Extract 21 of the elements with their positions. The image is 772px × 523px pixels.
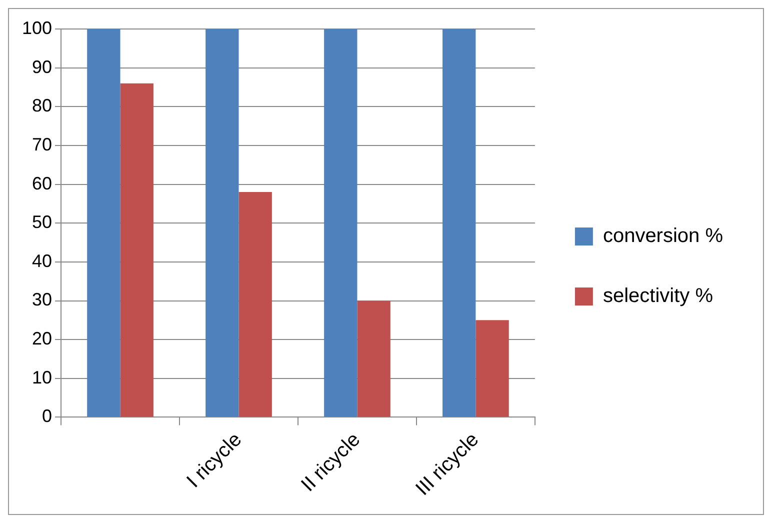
y-tick-label: 60 (32, 173, 52, 194)
bar (357, 300, 390, 417)
y-tick-label: 100 (22, 18, 52, 38)
y-tick-label: 90 (32, 56, 52, 77)
bar (87, 29, 120, 417)
y-tick-label: 70 (32, 134, 52, 154)
bar (324, 29, 358, 417)
bar (238, 192, 272, 417)
y-tick-label: 40 (32, 250, 52, 271)
legend-label: selectivity % (602, 285, 714, 308)
bar (206, 29, 239, 417)
legend-label: conversion % (602, 225, 724, 248)
y-tick-label: 20 (32, 328, 52, 349)
y-tick-label: 0 (42, 406, 52, 426)
y-tick-label: 10 (32, 367, 52, 388)
y-tick-label: 80 (32, 96, 52, 116)
y-tick-label: 50 (32, 212, 52, 232)
bar (120, 83, 154, 417)
y-tick-label: 30 (32, 290, 52, 310)
bar (476, 320, 509, 417)
bar (442, 29, 476, 417)
